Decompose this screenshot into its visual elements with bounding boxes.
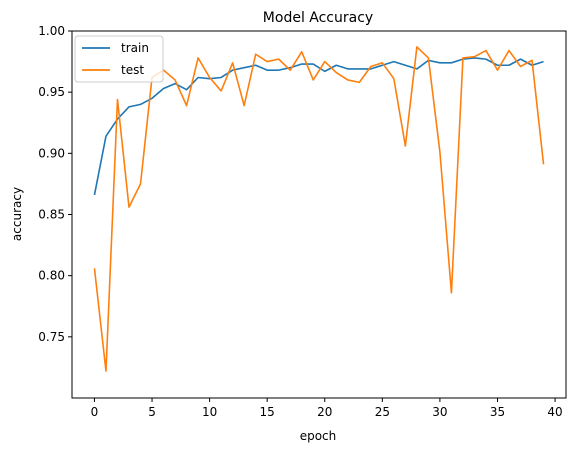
plot-frame bbox=[71, 30, 567, 399]
y-axis: 0.75 0.80 0.85 0.90 0.95 1.00 bbox=[38, 24, 72, 344]
x-axis: 0 5 10 15 20 25 30 35 40 bbox=[91, 398, 563, 419]
x-axis-label: epoch bbox=[300, 429, 337, 443]
legend-box bbox=[74, 35, 164, 83]
x-tick-label: 15 bbox=[260, 405, 275, 419]
legend-train-label: train bbox=[121, 41, 149, 55]
chart-title: Model Accuracy bbox=[263, 10, 373, 26]
y-tick-label: 0.75 bbox=[38, 330, 65, 344]
legend-test-label: test bbox=[121, 63, 144, 77]
y-tick-label: 0.80 bbox=[38, 269, 65, 283]
x-tick-label: 0 bbox=[91, 405, 99, 419]
series-layer bbox=[93, 46, 545, 372]
x-tick-label: 30 bbox=[432, 405, 447, 419]
legend: train test bbox=[74, 35, 164, 83]
y-axis-label: accuracy bbox=[10, 187, 24, 241]
x-tick-label: 10 bbox=[202, 405, 217, 419]
y-tick-label: 0.85 bbox=[38, 208, 65, 222]
x-tick-label: 40 bbox=[547, 405, 562, 419]
y-tick-label: 0.95 bbox=[38, 85, 65, 99]
x-tick-label: 35 bbox=[490, 405, 505, 419]
y-tick-label: 0.90 bbox=[38, 146, 65, 160]
series-line-train bbox=[93, 57, 544, 196]
x-tick-label: 25 bbox=[375, 405, 390, 419]
x-tick-label: 20 bbox=[317, 405, 332, 419]
series-line-test bbox=[93, 46, 545, 372]
plot-area bbox=[71, 30, 567, 399]
y-tick-label: 1.00 bbox=[38, 24, 65, 38]
x-tick-label: 5 bbox=[148, 405, 156, 419]
